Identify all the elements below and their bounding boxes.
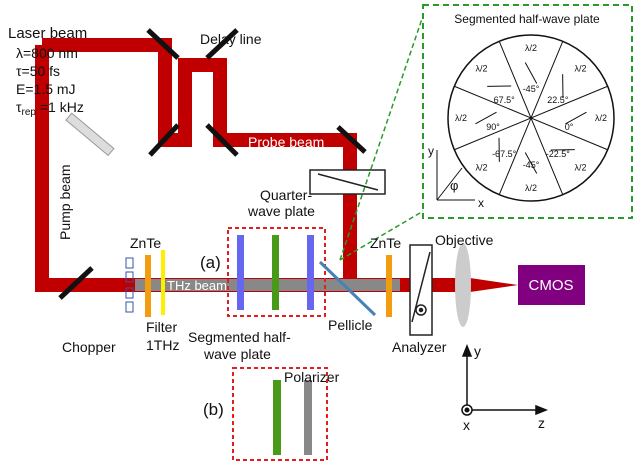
sector-label: λ/2	[574, 162, 586, 172]
label: Objective	[435, 232, 494, 248]
label: Laser beam	[8, 25, 87, 42]
panel-a-box	[227, 227, 326, 317]
sector-label: λ/2	[574, 64, 586, 74]
sector-label: λ/2	[475, 64, 487, 74]
label: τrep =1 kHz	[16, 99, 84, 118]
label: ZnTe	[130, 235, 161, 251]
half-plate	[272, 235, 279, 310]
label: Analyzer	[392, 339, 447, 355]
label: (b)	[203, 400, 224, 419]
label: Quarter-	[260, 187, 312, 203]
label: rep	[22, 107, 37, 118]
fast-axis-arrow	[475, 111, 497, 125]
sector-angle: -22.5°	[546, 149, 571, 159]
sector-line	[454, 85, 608, 151]
mirrors	[58, 28, 367, 300]
inset-title: Segmented half-wave plate	[454, 12, 600, 26]
polarizer-box	[309, 169, 386, 195]
label: τ	[16, 99, 22, 115]
zoom-line	[339, 209, 426, 261]
sector-angle: 22.5°	[547, 95, 569, 105]
fast-axis-arrow	[524, 62, 538, 84]
panel-b-box	[232, 367, 328, 461]
axis-label: x	[463, 417, 470, 433]
axis-label: φ	[450, 178, 458, 193]
sector-label: λ/2	[455, 113, 467, 123]
label: wave plate	[247, 203, 315, 219]
sector-angle: -67.5°	[492, 149, 517, 159]
filter	[161, 250, 165, 315]
label: E=1.5 mJ	[16, 81, 76, 97]
beam-splitter	[65, 112, 115, 157]
label: CMOS	[529, 277, 574, 294]
label: Probe beam	[248, 134, 324, 150]
cmos-box	[518, 265, 585, 305]
pump-path	[35, 45, 470, 292]
polarizer-plate	[304, 380, 312, 455]
focus	[470, 278, 518, 292]
sector-label: λ/2	[525, 183, 537, 193]
plate	[447, 34, 615, 202]
label: Pump beam	[57, 165, 73, 240]
label: Chopper	[62, 339, 116, 355]
sector-label: λ/2	[475, 162, 487, 172]
axis-label: y	[474, 343, 481, 359]
label: wave plate	[203, 346, 271, 362]
pellicle	[318, 260, 377, 317]
sector-label: λ/2	[595, 113, 607, 123]
sector-angle: -45°	[523, 84, 540, 94]
inset: Segmented half-wave plate y φ x λ/2 0° λ/2…	[422, 4, 633, 219]
label: (a)	[200, 253, 221, 272]
label: Segmented half-	[188, 329, 291, 345]
zoom-line	[339, 9, 426, 261]
probe-path	[42, 38, 357, 285]
label: λ=800 nm	[16, 45, 78, 61]
axis-label: x	[478, 196, 484, 210]
label: Filter	[146, 319, 177, 335]
sector-angle: 90°	[486, 122, 500, 132]
half-plate	[273, 380, 281, 455]
inset-axes	[436, 150, 475, 201]
znte	[386, 255, 392, 317]
label: Pellicle	[328, 317, 373, 333]
fast-axis-arrow	[524, 152, 538, 174]
label: Polarizer	[284, 369, 340, 385]
quarter-plate	[307, 235, 314, 310]
znte	[145, 255, 151, 317]
label: =1 kHz	[36, 99, 84, 115]
fast-axis-arrow	[565, 111, 587, 125]
label: 1THz	[146, 337, 179, 353]
axis-label: z	[538, 415, 545, 431]
label: Delay line	[200, 31, 262, 47]
sector-angle: 0°	[565, 122, 574, 132]
sector-angle: 67.5°	[494, 95, 516, 105]
sector-label: λ/2	[525, 43, 537, 53]
label: ZnTe	[370, 235, 401, 251]
lab-axes	[461, 343, 549, 416]
quarter-plate	[237, 235, 244, 310]
axis-label: y	[428, 144, 434, 158]
inset-box	[422, 4, 633, 219]
label: THz beam	[167, 278, 227, 293]
sector-angle: -45°	[523, 160, 540, 170]
analyzer-box	[409, 244, 433, 336]
chopper	[125, 257, 134, 313]
objective-lens	[455, 243, 471, 327]
label: τ=50 fs	[16, 63, 60, 79]
beams	[35, 38, 518, 292]
